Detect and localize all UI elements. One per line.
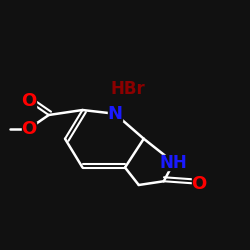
Text: HBr: HBr (110, 80, 145, 98)
Bar (162, 155, 186, 170)
Text: O: O (21, 120, 36, 138)
Text: NH: NH (160, 154, 188, 172)
Bar (105, 80, 150, 97)
Text: O: O (191, 175, 206, 193)
Bar (22, 122, 36, 136)
Bar (192, 176, 206, 191)
Bar (22, 94, 36, 108)
Bar (108, 106, 122, 121)
Text: N: N (108, 105, 122, 123)
Text: O: O (21, 92, 36, 110)
